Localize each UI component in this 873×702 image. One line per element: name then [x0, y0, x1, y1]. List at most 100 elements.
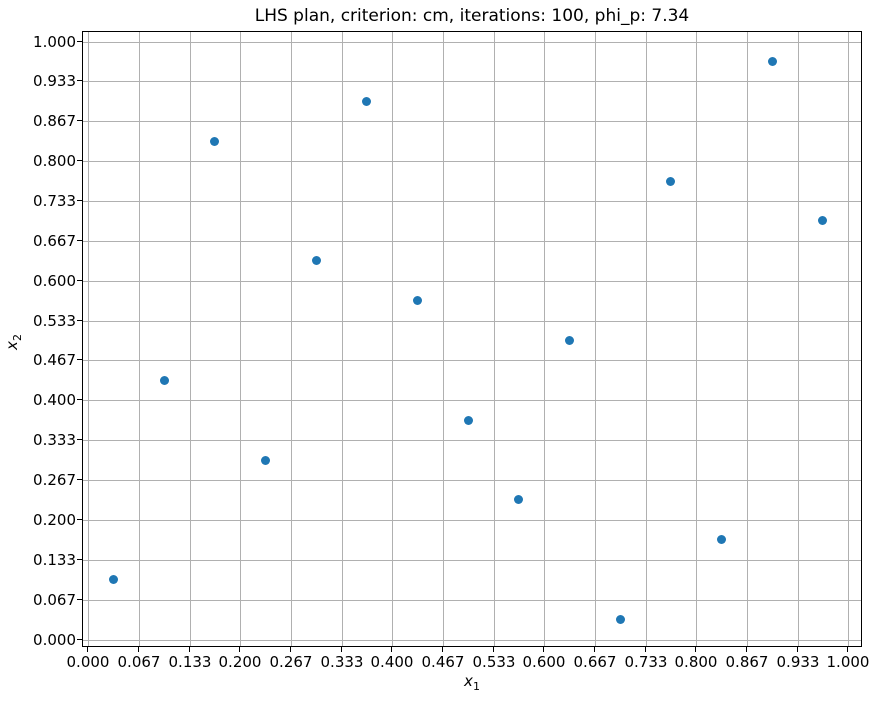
x-tick: [239, 647, 240, 652]
plot-area: [82, 31, 862, 647]
y-gridline: [83, 600, 861, 601]
y-gridline: [83, 241, 861, 242]
x-tick: [847, 647, 848, 652]
y-axis-label-subscript: 2: [11, 334, 24, 342]
x-tick: [442, 647, 443, 652]
y-gridline: [83, 560, 861, 561]
x-gridline: [544, 32, 545, 646]
x-tick-label: 0.333: [320, 653, 364, 671]
y-tick: [77, 200, 82, 201]
data-point: [717, 535, 727, 545]
x-axis-label: x1: [442, 672, 502, 696]
y-tick: [77, 599, 82, 600]
x-tick-label: 0.067: [117, 653, 161, 671]
y-tick: [77, 280, 82, 281]
y-gridline: [83, 640, 861, 641]
x-tick-label: 0.200: [218, 653, 262, 671]
y-tick: [77, 519, 82, 520]
x-axis-label-subscript: 1: [472, 680, 480, 693]
y-tick-label: 0.533: [33, 312, 76, 330]
data-point: [767, 56, 777, 66]
data-point: [159, 375, 169, 385]
y-gridline: [83, 281, 861, 282]
x-tick: [695, 647, 696, 652]
x-gridline: [747, 32, 748, 646]
x-tick-label: 0.733: [624, 653, 668, 671]
x-tick: [87, 647, 88, 652]
y-tick-label: 0.400: [33, 391, 76, 409]
x-gridline: [595, 32, 596, 646]
data-point: [210, 136, 220, 146]
x-gridline: [443, 32, 444, 646]
y-tick-label: 0.333: [33, 431, 76, 449]
x-tick: [391, 647, 392, 652]
x-tick-label: 1.000: [826, 653, 870, 671]
data-point: [818, 216, 828, 226]
y-tick-label: 0.733: [33, 192, 76, 210]
x-tick: [594, 647, 595, 652]
y-tick: [77, 160, 82, 161]
data-point: [109, 575, 119, 585]
y-gridline: [83, 42, 861, 43]
y-tick: [77, 439, 82, 440]
chart-title: LHS plan, criterion: cm, iterations: 100…: [254, 6, 690, 26]
y-tick-label: 0.800: [33, 152, 76, 170]
y-gridline: [83, 480, 861, 481]
y-tick: [77, 399, 82, 400]
y-tick-label: 1.000: [33, 33, 76, 51]
y-tick-label: 0.200: [33, 511, 76, 529]
x-tick-label: 0.467: [421, 653, 465, 671]
y-gridline: [83, 161, 861, 162]
y-tick-label: 0.067: [33, 591, 76, 609]
data-point: [362, 96, 372, 106]
y-tick: [77, 320, 82, 321]
x-tick: [189, 647, 190, 652]
y-gridline: [83, 360, 861, 361]
x-tick: [493, 647, 494, 652]
data-point: [413, 296, 423, 306]
y-tick: [77, 479, 82, 480]
y-gridline: [83, 400, 861, 401]
y-tick-label: 0.000: [33, 631, 76, 649]
x-tick-label: 0.000: [66, 653, 110, 671]
x-tick: [645, 647, 646, 652]
x-tick: [746, 647, 747, 652]
x-tick: [138, 647, 139, 652]
x-tick-label: 0.600: [522, 653, 566, 671]
x-gridline: [139, 32, 140, 646]
y-tick-label: 0.467: [33, 351, 76, 369]
y-gridline: [83, 321, 861, 322]
y-gridline: [83, 81, 861, 82]
data-point: [463, 415, 473, 425]
x-tick-label: 0.867: [725, 653, 769, 671]
x-tick-label: 0.267: [269, 653, 313, 671]
y-axis-label: x2: [3, 334, 27, 350]
y-tick-label: 0.600: [33, 272, 76, 290]
y-tick: [77, 639, 82, 640]
y-gridline: [83, 440, 861, 441]
x-gridline: [392, 32, 393, 646]
y-tick-label: 0.133: [33, 551, 76, 569]
y-tick: [77, 359, 82, 360]
x-gridline: [696, 32, 697, 646]
y-gridline: [83, 121, 861, 122]
x-gridline: [342, 32, 343, 646]
data-point: [261, 455, 271, 465]
x-tick: [341, 647, 342, 652]
y-tick-label: 0.933: [33, 72, 76, 90]
x-tick-label: 0.800: [674, 653, 718, 671]
y-tick: [77, 41, 82, 42]
y-tick: [77, 559, 82, 560]
y-tick-label: 0.667: [33, 232, 76, 250]
y-axis-label-base: x: [3, 341, 21, 350]
x-tick: [543, 647, 544, 652]
x-tick-label: 0.133: [168, 653, 212, 671]
x-tick-label: 0.933: [776, 653, 820, 671]
y-tick: [77, 80, 82, 81]
x-tick: [797, 647, 798, 652]
x-tick-label: 0.667: [573, 653, 617, 671]
y-gridline: [83, 201, 861, 202]
x-gridline: [291, 32, 292, 646]
data-point: [311, 256, 321, 266]
